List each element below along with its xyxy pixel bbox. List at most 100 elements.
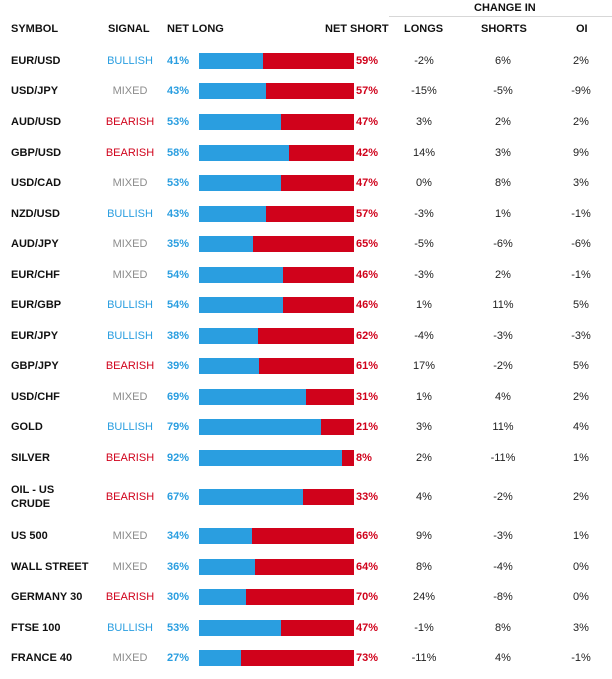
symbol-cell[interactable]: EUR/GBP [11, 299, 62, 311]
net-long-cell: 69% [167, 391, 190, 403]
net-short-cell: 61% [356, 360, 379, 372]
table-row[interactable]: USD/CHF MIXED 69% 31% 1% 4% 2% [0, 388, 612, 406]
table-row[interactable]: USD/JPY MIXED 43% 57% -15% -5% -9% [0, 82, 612, 100]
table-row[interactable]: AUD/USD BEARISH 53% 47% 3% 2% 2% [0, 113, 612, 131]
shorts-change-cell: 8% [495, 622, 511, 634]
net-short-bar [266, 83, 354, 99]
net-short-cell: 8% [356, 452, 372, 464]
net-short-cell: 47% [356, 622, 379, 634]
symbol-cell[interactable]: SILVER [11, 452, 50, 464]
symbol-cell[interactable]: FTSE 100 [11, 622, 61, 634]
table-row[interactable]: EUR/USD BULLISH 41% 59% -2% 6% 2% [0, 52, 612, 70]
symbol-cell[interactable]: NZD/USD [11, 208, 60, 220]
symbol-cell[interactable]: AUD/JPY [11, 238, 59, 250]
shorts-change-cell: 4% [495, 391, 511, 403]
table-row[interactable]: GBP/USD BEARISH 58% 42% 14% 3% 9% [0, 144, 612, 162]
net-long-bar [199, 236, 253, 252]
net-long-cell: 54% [167, 299, 190, 311]
table-row[interactable]: US 500 MIXED 34% 66% 9% -3% 1% [0, 527, 612, 545]
header-net-long[interactable]: NET LONG [167, 23, 224, 35]
net-long-bar [199, 53, 263, 69]
oi-change-cell: 1% [573, 452, 589, 464]
sentiment-bar [199, 450, 354, 466]
shorts-change-cell: -2% [493, 491, 513, 503]
net-long-bar [199, 450, 342, 466]
net-short-cell: 46% [356, 269, 379, 281]
symbol-cell[interactable]: AUD/USD [11, 116, 62, 128]
table-row[interactable]: EUR/JPY BULLISH 38% 62% -4% -3% -3% [0, 327, 612, 345]
symbol-cell[interactable]: EUR/USD [11, 55, 61, 67]
symbol-cell[interactable]: USD/CAD [11, 177, 62, 189]
net-short-cell: 21% [356, 421, 379, 433]
sentiment-bar [199, 145, 354, 161]
table-row[interactable]: OIL - US CRUDE BEARISH 67% 33% 4% -2% 2% [0, 479, 612, 515]
table-row[interactable]: GBP/JPY BEARISH 39% 61% 17% -2% 5% [0, 357, 612, 375]
net-short-bar [306, 389, 354, 405]
net-short-cell: 57% [356, 208, 379, 220]
symbol-cell[interactable]: US 500 [11, 530, 48, 542]
net-long-cell: 92% [167, 452, 190, 464]
header-longs[interactable]: LONGS [404, 23, 444, 35]
header-symbol[interactable]: SYMBOL [11, 23, 59, 35]
net-long-bar [199, 650, 241, 666]
symbol-cell[interactable]: FRANCE 40 [11, 652, 73, 664]
net-long-bar [199, 206, 266, 222]
table-row[interactable]: GOLD BULLISH 79% 21% 3% 11% 4% [0, 418, 612, 436]
net-long-cell: 27% [167, 652, 190, 664]
table-row[interactable]: FTSE 100 BULLISH 53% 47% -1% 8% 3% [0, 619, 612, 637]
net-short-cell: 46% [356, 299, 379, 311]
signal-cell: BEARISH [105, 491, 155, 503]
table-row[interactable]: NZD/USD BULLISH 43% 57% -3% 1% -1% [0, 205, 612, 223]
signal-cell: MIXED [112, 530, 148, 542]
symbol-cell[interactable]: GBP/JPY [11, 360, 59, 372]
header-shorts[interactable]: SHORTS [481, 23, 527, 35]
header-oi[interactable]: OI [576, 23, 588, 35]
net-short-cell: 64% [356, 561, 379, 573]
shorts-change-cell: 3% [495, 147, 511, 159]
net-long-bar [199, 489, 303, 505]
symbol-cell[interactable]: USD/CHF [11, 391, 60, 403]
header-net-short[interactable]: NET SHORT [325, 23, 389, 35]
header-signal[interactable]: SIGNAL [108, 23, 150, 35]
sentiment-bar [199, 297, 354, 313]
shorts-change-cell: -6% [493, 238, 513, 250]
table-row[interactable]: WALL STREET MIXED 36% 64% 8% -4% 0% [0, 558, 612, 576]
net-short-bar [252, 528, 354, 544]
net-short-cell: 62% [356, 330, 379, 342]
signal-cell: BULLISH [107, 421, 153, 433]
symbol-cell[interactable]: GOLD [11, 421, 43, 433]
sentiment-bar [199, 53, 354, 69]
shorts-change-cell: -3% [493, 530, 513, 542]
symbol-cell[interactable]: EUR/CHF [11, 269, 60, 281]
table-row[interactable]: EUR/GBP BULLISH 54% 46% 1% 11% 5% [0, 296, 612, 314]
table-row[interactable]: AUD/JPY MIXED 35% 65% -5% -6% -6% [0, 235, 612, 253]
net-short-bar [253, 236, 354, 252]
net-short-bar [303, 489, 354, 505]
net-short-cell: 42% [356, 147, 379, 159]
oi-change-cell: 2% [573, 116, 589, 128]
header-change-in: CHANGE IN [474, 2, 536, 14]
symbol-cell[interactable]: GBP/USD [11, 147, 62, 159]
shorts-change-cell: 6% [495, 55, 511, 67]
net-long-bar [199, 419, 321, 435]
symbol-cell[interactable]: USD/JPY [11, 85, 59, 97]
oi-change-cell: -9% [571, 85, 591, 97]
shorts-change-cell: 11% [492, 299, 514, 311]
symbol-cell[interactable]: OIL - US CRUDE [11, 484, 55, 510]
symbol-cell[interactable]: EUR/JPY [11, 330, 59, 342]
table-row[interactable]: EUR/CHF MIXED 54% 46% -3% 2% -1% [0, 266, 612, 284]
symbol-cell[interactable]: WALL STREET [11, 561, 89, 573]
table-row[interactable]: USD/CAD MIXED 53% 47% 0% 8% 3% [0, 174, 612, 192]
longs-change-cell: 14% [412, 147, 436, 159]
table-row[interactable]: FRANCE 40 MIXED 27% 73% -11% 4% -1% [0, 649, 612, 667]
net-long-cell: 53% [167, 622, 190, 634]
shorts-change-cell: -4% [493, 561, 513, 573]
table-row[interactable]: GERMANY 30 BEARISH 30% 70% 24% -8% 0% [0, 588, 612, 606]
sentiment-bar [199, 83, 354, 99]
symbol-cell[interactable]: GERMANY 30 [11, 591, 83, 603]
net-short-bar [255, 559, 354, 575]
signal-cell: BEARISH [105, 591, 155, 603]
net-long-bar [199, 267, 283, 283]
table-row[interactable]: SILVER BEARISH 92% 8% 2% -11% 1% [0, 449, 612, 467]
